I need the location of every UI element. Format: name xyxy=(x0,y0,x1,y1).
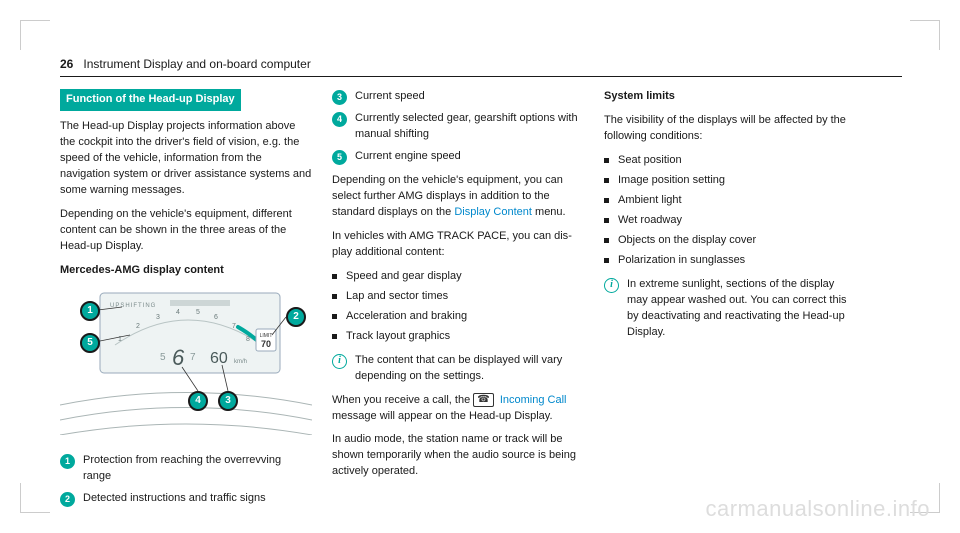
section-heading: Function of the Head-up Display xyxy=(60,89,241,111)
text-fragment: When you receive a call, the xyxy=(332,394,473,406)
crop-mark-top-right xyxy=(910,20,940,50)
bullet-item: Polarization in sunglasses xyxy=(604,253,856,269)
column-1: Function of the Head-up Display The Head… xyxy=(60,89,312,512)
legend-badge-4: 4 xyxy=(332,112,347,127)
info-note: i The content that can be displayed will… xyxy=(332,353,584,385)
subheading: Mercedes-AMG display content xyxy=(60,263,312,279)
svg-text:5: 5 xyxy=(196,309,200,316)
legend-item: 2 Detected instructions and traffic sign… xyxy=(60,491,312,507)
legend-text: Current engine speed xyxy=(355,149,461,165)
bullet-list: Seat position Image position setting Amb… xyxy=(604,153,856,269)
page-header: 26 Instrument Display and on-board compu… xyxy=(60,56,902,77)
svg-text:7: 7 xyxy=(232,323,236,330)
svg-text:5: 5 xyxy=(160,352,166,363)
legend-item: 5 Current engine speed xyxy=(332,149,584,165)
svg-text:70: 70 xyxy=(261,339,271,349)
callout-badge-5: 5 xyxy=(80,333,100,353)
bullet-item: Speed and gear display xyxy=(332,269,584,285)
body-text: In vehicles with AMG TRACK PACE, you can… xyxy=(332,229,584,261)
bullet-list: Speed and gear display Lap and sector ti… xyxy=(332,269,584,345)
column-2: 3 Current speed 4 Currently selected gea… xyxy=(332,89,584,512)
svg-text:6: 6 xyxy=(214,314,218,321)
legend-badge-2: 2 xyxy=(60,492,75,507)
bullet-item: Lap and sector times xyxy=(332,289,584,305)
svg-text:8: 8 xyxy=(246,336,250,343)
callout-badge-2: 2 xyxy=(286,307,306,327)
body-text: The visibility of the displays will be a… xyxy=(604,113,856,145)
callout-badge-4: 4 xyxy=(188,391,208,411)
bullet-item: Image position setting xyxy=(604,173,856,189)
body-text: When you receive a call, the ☎ Incoming … xyxy=(332,393,584,425)
svg-text:60: 60 xyxy=(210,350,228,367)
legend-list: 1 Protection from reaching the overrevvi… xyxy=(60,453,312,507)
text-fragment: menu. xyxy=(532,206,566,218)
svg-text:4: 4 xyxy=(176,309,180,316)
text-fragment: message will appear on the Head-up Displ… xyxy=(332,410,553,422)
svg-text:7: 7 xyxy=(190,352,196,363)
bullet-item: Acceleration and braking xyxy=(332,309,584,325)
body-text: Depending on the vehicle's equipment, yo… xyxy=(332,173,584,221)
legend-text: Current speed xyxy=(355,89,425,105)
legend-badge-1: 1 xyxy=(60,454,75,469)
legend-badge-3: 3 xyxy=(332,90,347,105)
bullet-item: Wet roadway xyxy=(604,213,856,229)
svg-text:6: 6 xyxy=(172,345,185,370)
info-text: In extreme sunlight, sections of the dis… xyxy=(627,277,856,341)
menu-reference-link: Display Content xyxy=(454,206,532,218)
legend-item: 4 Currently selected gear, gearshift opt… xyxy=(332,111,584,143)
content-columns: Function of the Head-up Display The Head… xyxy=(60,89,902,512)
svg-text:km/h: km/h xyxy=(234,359,247,365)
manual-page: 26 Instrument Display and on-board compu… xyxy=(60,56,902,513)
svg-text:2: 2 xyxy=(136,323,140,330)
legend-text: Protection from reaching the overrevving… xyxy=(83,453,312,485)
info-note: i In extreme sunlight, sections of the d… xyxy=(604,277,856,341)
bullet-item: Seat position xyxy=(604,153,856,169)
legend-item: 1 Protection from reaching the overrevvi… xyxy=(60,453,312,485)
callout-badge-3: 3 xyxy=(218,391,238,411)
info-icon: i xyxy=(332,354,347,369)
legend-item: 3 Current speed xyxy=(332,89,584,105)
crop-mark-top-left xyxy=(20,20,50,50)
page-title: Instrument Display and on-board computer xyxy=(83,56,310,73)
watermark: carmanualsonline.info xyxy=(705,493,930,525)
column-3: System limits The visibility of the disp… xyxy=(604,89,856,512)
bullet-item: Ambient light xyxy=(604,193,856,209)
subheading: System limits xyxy=(604,89,856,105)
body-text: The Head-up Display projects information… xyxy=(60,119,312,199)
bullet-item: Objects on the display cover xyxy=(604,233,856,249)
svg-text:UPSHIFTING: UPSHIFTING xyxy=(110,303,156,309)
info-text: The content that can be displayed will v… xyxy=(355,353,584,385)
page-number: 26 xyxy=(60,56,73,73)
hud-illustration: 1 2 3 4 5 6 7 8 UPSHIFTING 5 6 7 xyxy=(60,285,312,435)
callout-badge-1: 1 xyxy=(80,301,100,321)
body-text: Depending on the vehicle's equipment, di… xyxy=(60,207,312,255)
legend-badge-5: 5 xyxy=(332,150,347,165)
crop-mark-bottom-left xyxy=(20,483,50,513)
legend-text: Currently selected gear, gearshift optio… xyxy=(355,111,584,143)
body-text: In audio mode, the station name or track… xyxy=(332,432,584,480)
incoming-call-label: Incoming Call xyxy=(500,394,567,406)
bullet-item: Track layout graphics xyxy=(332,329,584,345)
legend-list: 3 Current speed 4 Currently selected gea… xyxy=(332,89,584,165)
svg-text:3: 3 xyxy=(156,314,160,321)
legend-text: Detected instructions and traffic signs xyxy=(83,491,266,507)
phone-icon: ☎ xyxy=(473,393,493,407)
info-icon: i xyxy=(604,278,619,293)
